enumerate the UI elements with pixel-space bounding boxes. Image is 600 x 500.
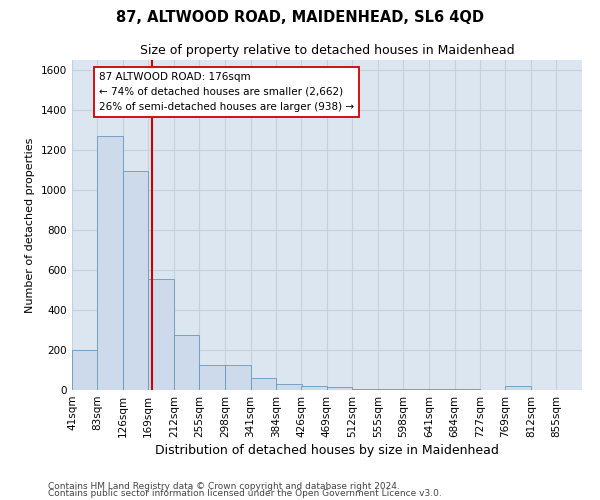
Bar <box>251 378 276 390</box>
Bar <box>174 335 199 390</box>
Bar <box>327 387 352 390</box>
Bar <box>378 389 403 390</box>
Bar <box>122 171 148 390</box>
Bar <box>72 350 98 390</box>
Bar <box>301 386 327 390</box>
Text: 87, ALTWOOD ROAD, MAIDENHEAD, SL6 4QD: 87, ALTWOOD ROAD, MAIDENHEAD, SL6 4QD <box>116 10 484 25</box>
Bar <box>199 365 225 390</box>
Text: Contains public sector information licensed under the Open Government Licence v3: Contains public sector information licen… <box>48 489 442 498</box>
Bar <box>97 136 122 390</box>
Text: 87 ALTWOOD ROAD: 176sqm
← 74% of detached houses are smaller (2,662)
26% of semi: 87 ALTWOOD ROAD: 176sqm ← 74% of detache… <box>99 72 354 112</box>
Y-axis label: Number of detached properties: Number of detached properties <box>25 138 35 312</box>
X-axis label: Distribution of detached houses by size in Maidenhead: Distribution of detached houses by size … <box>155 444 499 457</box>
Bar <box>455 389 480 390</box>
Bar <box>429 389 455 390</box>
Bar <box>148 279 174 390</box>
Title: Size of property relative to detached houses in Maidenhead: Size of property relative to detached ho… <box>140 44 514 58</box>
Text: Contains HM Land Registry data © Crown copyright and database right 2024.: Contains HM Land Registry data © Crown c… <box>48 482 400 491</box>
Bar <box>403 389 429 390</box>
Bar <box>352 389 378 390</box>
Bar <box>225 365 251 390</box>
Bar <box>276 384 302 390</box>
Bar <box>505 386 531 390</box>
